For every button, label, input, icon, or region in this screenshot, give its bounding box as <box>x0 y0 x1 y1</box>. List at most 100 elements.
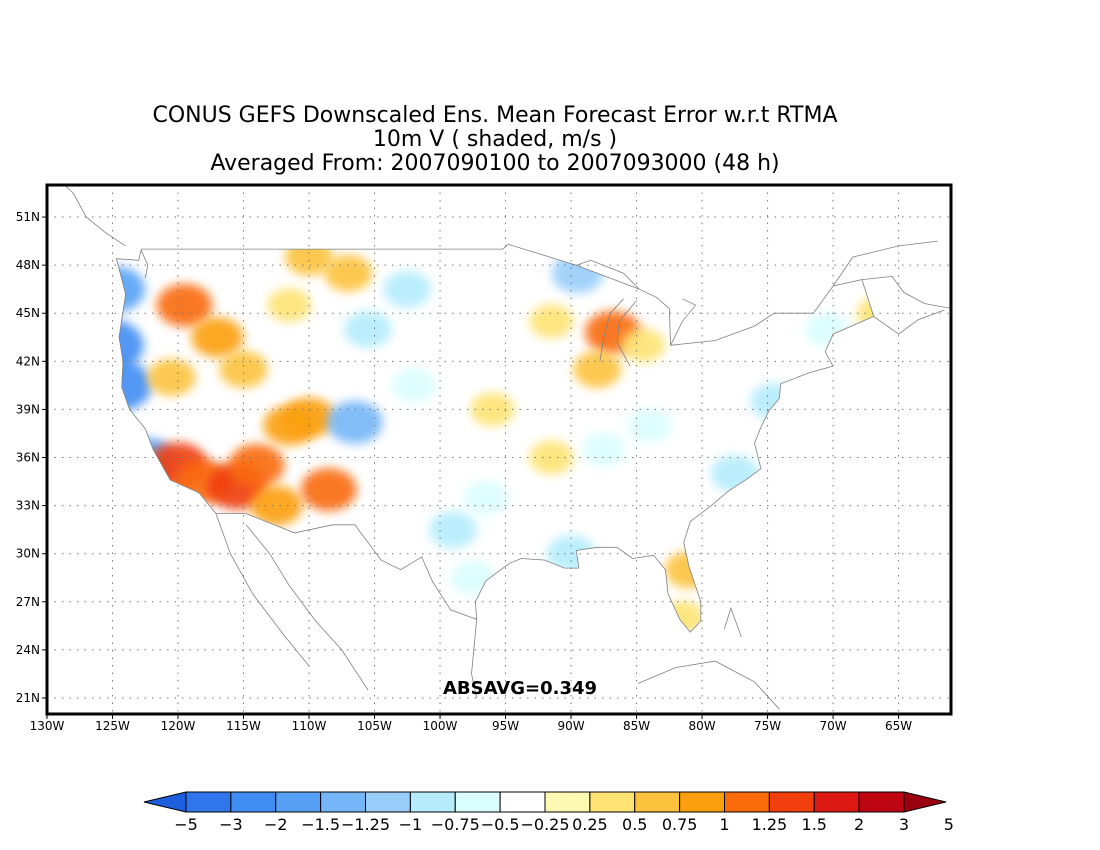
chart-title-line-2: 10m V ( shaded, m/s ) <box>372 127 618 152</box>
coastline-fragment <box>140 250 149 279</box>
lat-tick-label: 30N <box>16 547 40 561</box>
field-blob <box>300 468 357 512</box>
colorbar-label: −3 <box>219 815 243 834</box>
shaded-error-field <box>116 244 874 676</box>
coastline-outline <box>63 185 951 710</box>
coastline-fragment <box>832 240 938 287</box>
coastline-fragment <box>63 185 126 247</box>
colorbar-swatch <box>320 791 366 813</box>
lon-tick-label: 105W <box>357 719 392 733</box>
colorbar-label: 0.75 <box>662 815 698 834</box>
absavg-label: ABSAVG=0.349 <box>443 678 597 699</box>
field-blob <box>856 296 874 331</box>
colorbar-swatch <box>185 791 232 813</box>
map-grid <box>42 185 951 719</box>
coastline-fragment <box>616 300 637 367</box>
colorbar <box>143 791 947 813</box>
colorbar-swatch <box>544 791 591 813</box>
colorbar-label: 1.5 <box>802 815 827 834</box>
field-blob <box>660 600 705 633</box>
colorbar-swatch <box>589 791 636 813</box>
colorbar-label: −2 <box>264 815 288 834</box>
lon-tick-label: 90W <box>557 719 584 733</box>
field-blob <box>573 350 622 388</box>
lat-tick-label: 33N <box>16 499 40 513</box>
field-blob <box>116 319 144 372</box>
field-blob <box>343 310 393 348</box>
field-blob <box>250 485 303 526</box>
colorbar-label: 1.25 <box>752 815 788 834</box>
field-blob <box>671 639 719 676</box>
field-blob <box>627 408 672 443</box>
colorbar-label: −1 <box>399 815 423 834</box>
field-blob <box>391 368 436 403</box>
colorbar-label: −1.25 <box>341 815 390 834</box>
colorbar-swatch <box>679 791 725 813</box>
colorbar-label: 0.5 <box>622 815 647 834</box>
field-blob <box>621 328 666 363</box>
coastline-fragment <box>576 259 640 290</box>
lat-tick-label: 45N <box>16 306 40 320</box>
coastline-fragment <box>670 298 697 346</box>
colorbar-label: −0.5 <box>481 815 520 834</box>
lon-tick-label: 65W <box>885 719 912 733</box>
lon-tick-label: 80W <box>689 719 716 733</box>
us-coastline <box>115 243 875 633</box>
colorbar-extend-high <box>903 791 947 813</box>
lon-tick-label: 75W <box>754 719 781 733</box>
lat-tick-label: 24N <box>16 643 40 657</box>
colorbar-label: 0.25 <box>572 815 608 834</box>
lon-tick-label: 130W <box>30 719 65 733</box>
field-blob <box>551 253 604 294</box>
colorbar-label: 5 <box>944 815 954 834</box>
lon-tick-label: 70W <box>820 719 847 733</box>
field-blob <box>324 254 373 292</box>
field-blob <box>156 283 213 327</box>
lon-tick-label: 115W <box>226 719 261 733</box>
colorbar-label: −5 <box>174 815 198 834</box>
colorbar-label: −1.5 <box>301 815 340 834</box>
colorbar-labels: −5 −3 −2 −1.5 −1.25 −1 −0.75 −0.5 −0.25 0.25 0.5 0.… <box>174 815 954 834</box>
coastline-fragment <box>215 513 310 667</box>
field-blob <box>147 358 196 396</box>
field-blob <box>263 405 316 446</box>
coastline-fragment <box>471 619 478 699</box>
field-blob <box>383 270 432 308</box>
field-blob <box>116 266 146 313</box>
field-blob <box>664 551 714 589</box>
chart-title-line-3: Averaged From: 2007090100 to 2007093000 … <box>210 151 780 176</box>
field-blob-broad <box>353 433 474 514</box>
field-blob <box>470 392 515 427</box>
colorbar-label: 2 <box>854 815 864 834</box>
coastline-fragment <box>861 275 951 309</box>
lon-tick-label: 125W <box>95 719 130 733</box>
field-blob <box>191 317 244 358</box>
field-blob <box>750 382 799 420</box>
colorbar-swatch <box>858 791 905 813</box>
colorbar-swatch <box>230 791 277 813</box>
lon-tick-label: 110W <box>292 719 327 733</box>
field-blob-broad <box>589 454 710 525</box>
chart-title-line-1: CONUS GEFS Downscaled Ens. Mean Forecast… <box>152 103 838 128</box>
lat-tick-label: 36N <box>16 451 40 465</box>
lat-tick-label: 21N <box>16 691 40 705</box>
colorbar-swatch <box>275 791 322 813</box>
lat-tick-label: 42N <box>16 354 40 368</box>
colorbar-label: −0.25 <box>520 815 569 834</box>
colorbar-swatch <box>768 791 815 813</box>
field-blob <box>429 511 478 549</box>
colorbar-swatch <box>499 791 546 813</box>
field-blob <box>529 440 574 475</box>
lat-tick-label: 27N <box>16 595 40 609</box>
colorbar-extend-low <box>143 791 187 813</box>
lat-tick-label: 51N <box>16 210 40 224</box>
colorbar-swatch <box>813 791 860 813</box>
colorbar-swatch <box>365 791 411 813</box>
map-frame <box>45 183 953 716</box>
colorbar-swatch <box>409 791 456 813</box>
lon-tick-label: 95W <box>492 719 519 733</box>
lat-tick-label: 48N <box>16 258 40 272</box>
coastline-fragment <box>873 309 945 335</box>
field-blob <box>529 304 574 339</box>
